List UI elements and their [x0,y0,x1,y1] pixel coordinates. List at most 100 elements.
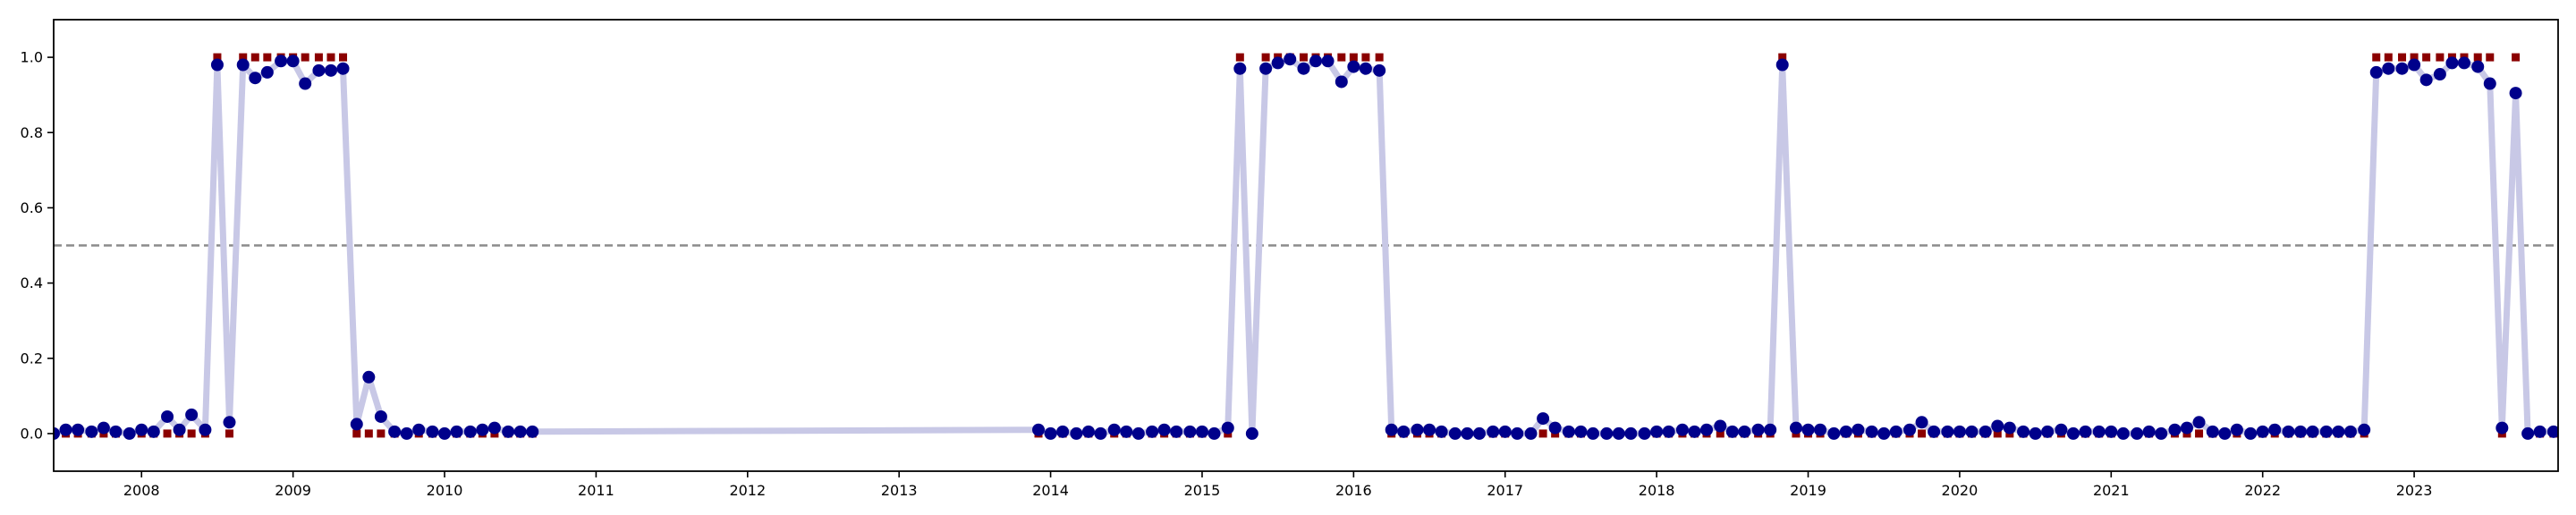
probability-point [2142,425,2156,438]
probability-point [426,425,439,438]
label-marker [1261,53,1270,62]
label-marker [263,53,272,62]
probability-point [2079,425,2092,438]
probability-point [1889,425,1902,438]
probability-point [1839,425,1852,438]
probability-point [1600,426,1614,440]
probability-point [1700,423,1714,436]
label-marker [213,53,222,62]
probability-point [1309,55,1323,68]
probability-point [2017,425,2030,438]
probability-point [1688,425,1701,438]
probability-point [1877,426,1891,440]
x-tick-label: 2014 [1032,482,1069,499]
probability-point [2369,65,2383,79]
x-tick-label: 2022 [2244,482,2281,499]
label-marker [1993,429,2002,438]
y-tick-label: 1.0 [21,49,43,66]
label-marker [1337,53,1346,62]
probability-point [2092,425,2106,438]
probability-point [1650,425,1664,438]
probability-point [1195,425,1208,438]
label-marker [1299,53,1308,62]
probability-point [2066,426,2080,440]
x-tick-label: 2017 [1487,482,1523,499]
probability-point [1537,412,1550,426]
probability-point [1751,423,1765,436]
probability-point [336,62,350,75]
probability-point [1208,426,1221,440]
y-tick-label: 0.2 [21,350,43,367]
probability-point [85,425,98,438]
probability-point [1070,426,1083,440]
probability-point [1233,62,1247,75]
probability-point [1903,423,1917,436]
probability-point [249,72,262,85]
label-marker [2422,53,2431,62]
probability-point [1487,425,1500,438]
probability-point [1032,423,1046,436]
probability-point [513,425,527,438]
probability-point [2206,425,2219,438]
probability-point [1081,425,1095,438]
probability-point [1472,426,1486,440]
label-marker [339,53,348,62]
probability-point [2546,425,2558,438]
probability-point [2343,425,2357,438]
probability-point [1738,425,1751,438]
probability-point [2521,426,2535,440]
probability-point [135,423,148,436]
probability-point [1562,425,1575,438]
probability-point [2457,56,2470,70]
label-marker [2372,53,2381,62]
label-marker [2473,53,2482,62]
label-marker [2486,53,2495,62]
probability-point [299,77,312,90]
x-tick-label: 2023 [2396,482,2433,499]
probability-point [1775,58,1789,72]
label-marker [225,429,233,438]
probability-point [1423,423,1436,436]
label-marker [2384,53,2393,62]
probability-point [2496,421,2509,435]
probability-point [1107,423,1121,436]
probability-point [2294,425,2308,438]
probability-point [1435,425,1448,438]
probability-point [1574,425,1588,438]
probability-point [286,55,300,68]
probability-point [450,425,463,438]
probability-point [2116,426,2130,440]
probability-point [1044,426,1057,440]
probability-point [400,426,413,440]
probability-point [1586,426,1599,440]
label-marker [239,53,248,62]
probability-point [1612,426,1625,440]
probability-point [1170,425,1183,438]
probability-point [123,426,136,440]
probability-point [1094,426,1107,440]
probability-point [1221,421,1234,435]
probability-point [1245,426,1258,440]
probability-point [374,409,387,423]
label-marker [314,53,323,62]
label-marker [1361,53,1370,62]
probability-point [2055,423,2068,436]
probability-point [223,416,236,429]
probability-point [1056,425,1070,438]
label-marker [1778,53,1787,62]
label-marker [364,429,373,438]
probability-point [2306,425,2319,438]
probability-point [2471,60,2485,73]
x-tick-label: 2019 [1790,482,1826,499]
label-marker [2410,53,2419,62]
x-tick-label: 2020 [1942,482,1979,499]
probability-point [1965,425,1979,438]
probability-point [1915,416,1928,429]
y-tick-label: 0.8 [21,124,43,141]
probability-point [54,426,60,440]
x-tick-label: 2009 [275,482,311,499]
probability-point [2408,58,2421,72]
probability-point [147,425,160,438]
probability-point [2105,425,2118,438]
probability-point [324,63,337,77]
